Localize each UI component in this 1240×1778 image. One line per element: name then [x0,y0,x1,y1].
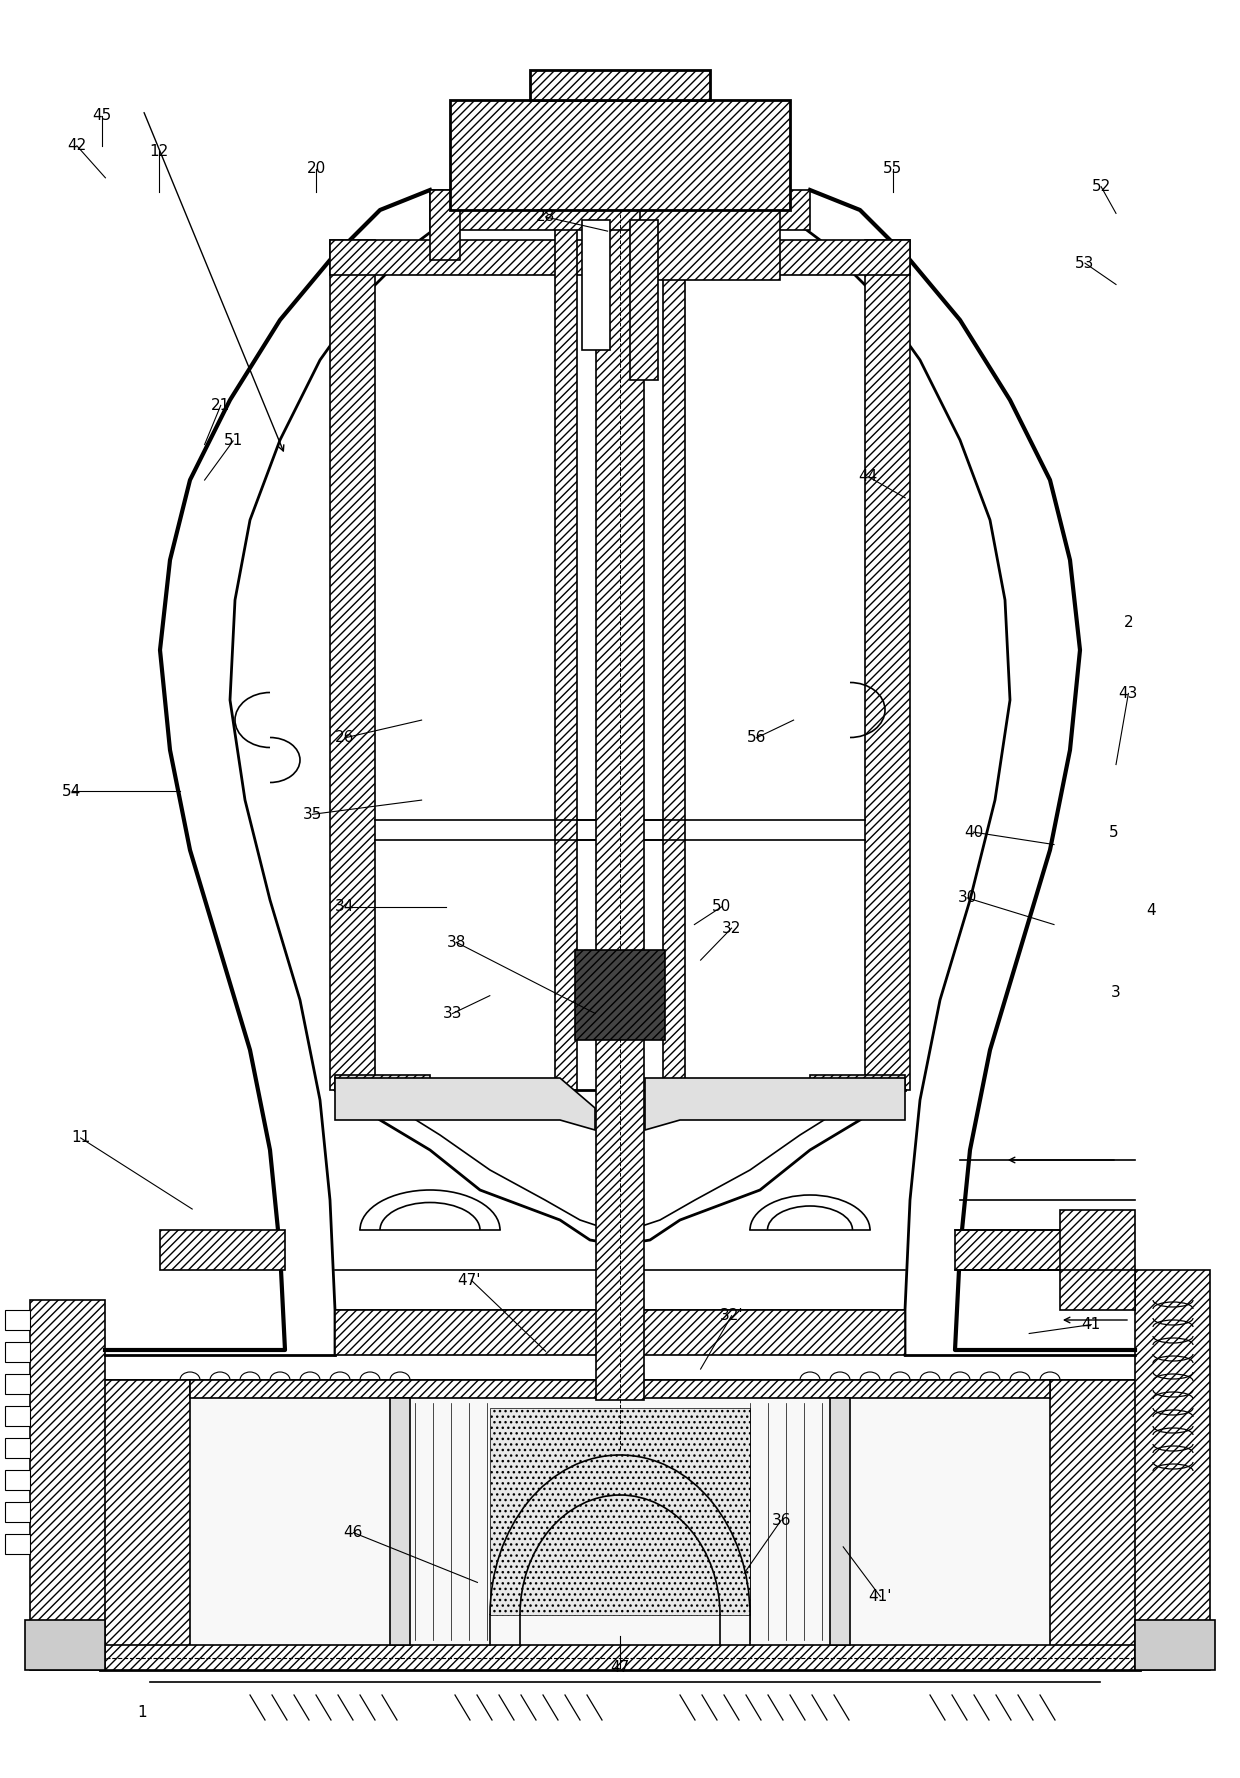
Text: 34: 34 [335,900,355,914]
Polygon shape [830,1398,849,1645]
Text: 3: 3 [1111,985,1121,999]
Text: 41': 41' [869,1590,892,1604]
Polygon shape [630,220,658,380]
Text: 32: 32 [722,921,742,935]
Text: 41: 41 [1081,1317,1101,1332]
Polygon shape [1050,1380,1140,1670]
Polygon shape [663,210,684,1090]
Text: 28: 28 [536,210,556,224]
Polygon shape [100,1380,190,1670]
Text: 52: 52 [1091,180,1111,194]
Polygon shape [866,240,910,1090]
Polygon shape [330,240,374,1090]
Polygon shape [955,1230,1080,1269]
Polygon shape [556,210,577,1090]
Polygon shape [5,1406,30,1426]
Text: 54: 54 [62,784,82,798]
Text: 42: 42 [67,139,87,153]
Polygon shape [335,1076,430,1090]
Text: 38: 38 [446,935,466,949]
Polygon shape [1135,1269,1210,1670]
Text: 5: 5 [1109,825,1118,839]
Polygon shape [100,1645,1140,1670]
Text: 21: 21 [211,398,231,412]
Bar [100,1380,1140,1670]
Text: 26: 26 [335,731,355,745]
Polygon shape [5,1374,30,1394]
Polygon shape [1135,1620,1215,1670]
Text: 33: 33 [443,1006,463,1021]
Text: 30: 30 [957,891,977,905]
Text: 50: 50 [712,900,732,914]
Polygon shape [430,190,460,260]
Text: 35: 35 [303,807,322,821]
Text: 36: 36 [771,1513,791,1527]
Text: 43: 43 [1118,686,1138,701]
Polygon shape [596,94,644,1399]
Polygon shape [5,1470,30,1490]
Text: 47': 47' [458,1273,480,1287]
Text: 4: 4 [1146,903,1156,917]
Polygon shape [490,1408,750,1614]
Polygon shape [335,1310,905,1355]
Text: 47: 47 [610,1661,630,1675]
Polygon shape [810,1076,905,1090]
Text: 46: 46 [343,1526,363,1540]
Polygon shape [5,1502,30,1522]
Text: 53: 53 [1075,256,1095,270]
Text: 20: 20 [306,162,326,176]
Text: 2: 2 [1123,615,1133,629]
Polygon shape [30,1300,105,1670]
Polygon shape [190,1380,1050,1398]
Polygon shape [5,1534,30,1554]
Text: 55: 55 [883,162,903,176]
Polygon shape [529,69,711,100]
Text: 40: 40 [963,825,983,839]
Polygon shape [25,1620,105,1670]
Text: 11: 11 [71,1131,91,1145]
Text: 32': 32' [719,1309,744,1323]
Text: 45: 45 [92,108,112,123]
Text: 56: 56 [746,731,766,745]
Polygon shape [5,1310,30,1330]
Polygon shape [645,1077,905,1131]
Polygon shape [330,240,910,276]
Polygon shape [450,100,790,210]
Polygon shape [335,1077,595,1131]
Polygon shape [5,1438,30,1458]
Text: 12: 12 [149,144,169,158]
Text: 44: 44 [858,469,878,484]
Polygon shape [575,949,665,1040]
Polygon shape [160,1230,285,1269]
Polygon shape [391,1398,410,1645]
Polygon shape [430,190,810,229]
Polygon shape [5,1342,30,1362]
Polygon shape [640,210,780,279]
Text: 51: 51 [223,434,243,448]
Polygon shape [582,220,610,350]
Text: 1: 1 [138,1705,148,1719]
Polygon shape [1060,1211,1135,1310]
